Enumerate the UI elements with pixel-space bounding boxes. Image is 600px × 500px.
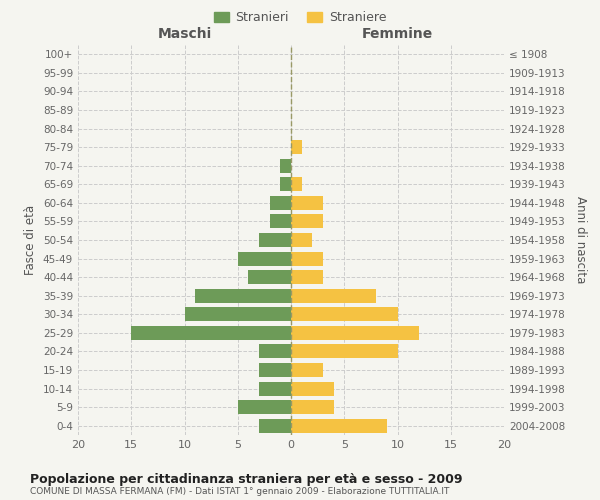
Bar: [291, 233, 313, 247]
Bar: [291, 400, 334, 414]
Bar: [195, 289, 291, 302]
Bar: [131, 326, 291, 340]
Text: COMUNE DI MASSA FERMANA (FM) - Dati ISTAT 1° gennaio 2009 - Elaborazione TUTTITA: COMUNE DI MASSA FERMANA (FM) - Dati ISTA…: [30, 488, 449, 496]
Bar: [291, 344, 398, 358]
Bar: [291, 363, 323, 377]
Bar: [259, 344, 291, 358]
Bar: [291, 140, 302, 154]
Y-axis label: Fasce di età: Fasce di età: [25, 205, 37, 275]
Bar: [291, 382, 334, 396]
Bar: [280, 159, 291, 172]
Text: Femmine: Femmine: [362, 28, 433, 42]
Bar: [238, 400, 291, 414]
Bar: [291, 178, 302, 191]
Bar: [291, 270, 323, 284]
Bar: [259, 382, 291, 396]
Bar: [270, 214, 291, 228]
Bar: [185, 308, 291, 322]
Bar: [270, 196, 291, 210]
Bar: [248, 270, 291, 284]
Bar: [280, 178, 291, 191]
Bar: [259, 419, 291, 432]
Bar: [259, 363, 291, 377]
Bar: [291, 326, 419, 340]
Bar: [291, 196, 323, 210]
Bar: [291, 289, 376, 302]
Legend: Stranieri, Straniere: Stranieri, Straniere: [209, 6, 391, 29]
Bar: [259, 233, 291, 247]
Text: Maschi: Maschi: [157, 28, 212, 42]
Y-axis label: Anni di nascita: Anni di nascita: [574, 196, 587, 284]
Bar: [291, 308, 398, 322]
Bar: [291, 419, 387, 432]
Text: Popolazione per cittadinanza straniera per età e sesso - 2009: Popolazione per cittadinanza straniera p…: [30, 472, 463, 486]
Bar: [291, 214, 323, 228]
Bar: [291, 252, 323, 266]
Bar: [238, 252, 291, 266]
